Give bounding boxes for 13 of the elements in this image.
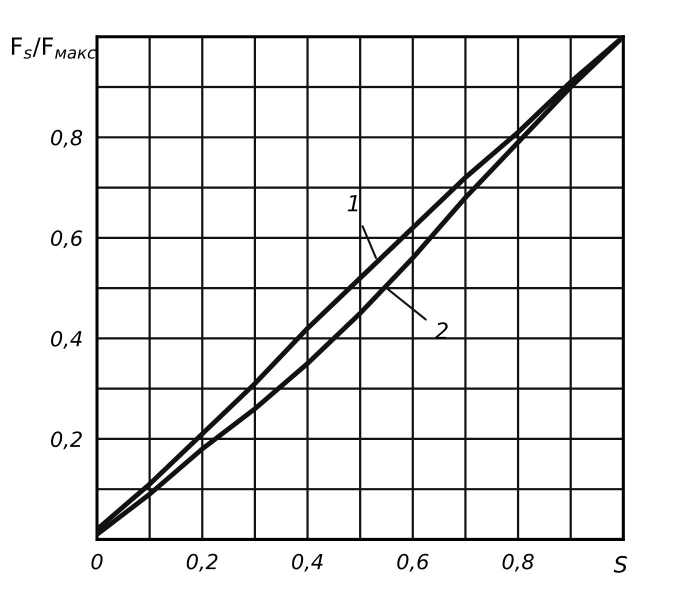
y-tick-label: 0,4 [51,330,82,349]
y-axis-title: F$_{s}$/F$_{макс}$ [12,37,96,59]
y-tick-label: 0,8 [51,130,82,148]
annotation: 2 [435,322,448,339]
x-tick-label: 0,8 [502,554,534,572]
y-tick-label: 0,2 [51,431,82,450]
x-tick-label: 0,4 [292,554,323,572]
x-tick-label: 0,2 [186,554,218,572]
x-axis-title: S [614,556,628,573]
x-tick-label: 0,6 [397,554,428,572]
annotation: 1 [348,195,358,212]
y-tick-label: 0,6 [51,230,82,248]
x-tick-label: 0 [91,554,103,570]
